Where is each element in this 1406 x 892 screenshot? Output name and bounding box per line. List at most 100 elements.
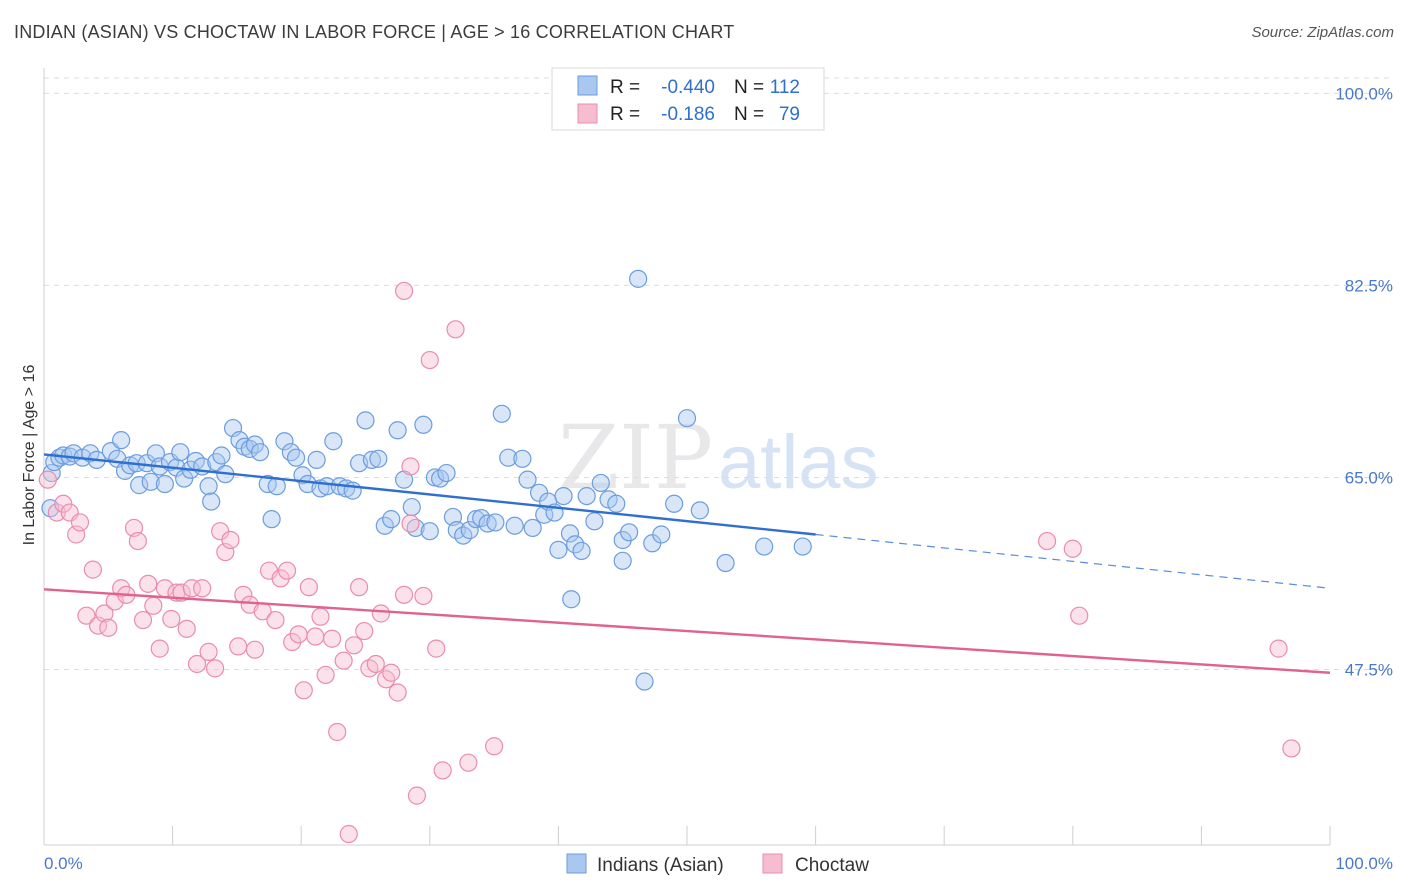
choctaw-point-74 — [1037, 531, 1057, 551]
y-tick-label-1: 65.0% — [1345, 468, 1393, 487]
indians-asian-point-110 — [562, 590, 581, 609]
indians-asian-point-92 — [572, 541, 591, 561]
choctaw-point-41 — [277, 561, 297, 580]
choctaw-point-17 — [139, 574, 158, 593]
indians-asian-point-108 — [755, 537, 774, 556]
indians-asian-point-88 — [549, 540, 568, 559]
indians-asian-point-63 — [402, 497, 421, 517]
choctaw-point-7 — [83, 560, 102, 579]
indians-asian-point-41 — [262, 510, 281, 529]
y-axis-label: In Labor Force | Age > 16 — [21, 365, 38, 546]
indians-asian-point-43 — [275, 432, 294, 451]
legend-swatch-pink — [577, 103, 598, 124]
choctaw-point-31 — [216, 542, 235, 562]
indians-asian-point-91 — [566, 535, 585, 554]
indians-asian-point-95 — [591, 473, 610, 493]
choctaw-point-69 — [446, 320, 465, 339]
indians-asian-point-77 — [486, 513, 505, 532]
indians-asian-point-90 — [560, 524, 580, 543]
choctaw-point-36 — [245, 640, 265, 659]
choctaw-point-61 — [388, 683, 407, 702]
indians-asian-point-103 — [652, 525, 671, 544]
x-tick-label-max: 100.0% — [1335, 854, 1393, 873]
indians-asian-point-111 — [613, 551, 632, 570]
choctaw-point-47 — [311, 607, 330, 626]
indians-asian-point-61 — [388, 421, 407, 440]
choctaw-point-67 — [427, 639, 446, 658]
indians-asian-point-100 — [629, 269, 648, 288]
indians-asian-point-58 — [369, 449, 388, 468]
legend-n-value-blue: 112 — [770, 77, 800, 98]
choctaw-point-50 — [328, 722, 347, 742]
choctaw-point-24 — [177, 619, 196, 638]
legend-n-value-pink: 79 — [779, 104, 800, 125]
choctaw-point-27 — [193, 579, 212, 598]
choctaw-point-77 — [1269, 639, 1288, 658]
indians-asian-point-109 — [793, 537, 812, 556]
indians-asian-point-101 — [635, 672, 654, 691]
indians-asian-point-97 — [607, 494, 626, 513]
choctaw-point-45 — [299, 578, 319, 597]
indians-asian-point-24 — [171, 443, 190, 462]
indians-asian-point-51 — [324, 432, 343, 451]
choctaw-point-33 — [229, 637, 248, 656]
watermark: ZIP atlas — [558, 406, 879, 509]
indians-asian-point-93 — [577, 486, 596, 506]
trend-line-indians-asian-extension — [815, 533, 1331, 589]
legend-r-value-pink: -0.186 — [661, 104, 715, 125]
indians-asian-point-16 — [130, 476, 149, 495]
choctaw-point-54 — [349, 578, 369, 597]
indians-asian-point-57 — [362, 450, 382, 469]
legend-swatch-blue — [577, 75, 598, 96]
choctaw-point-64 — [407, 786, 427, 805]
trend-line-choctaw — [43, 588, 1331, 674]
choctaw-point-18 — [144, 596, 163, 615]
indians-asian-point-12 — [112, 431, 131, 450]
choctaw-point-58 — [371, 604, 391, 623]
indians-asian-point-80 — [505, 516, 524, 535]
y-tick-label-3: 100.0% — [1335, 84, 1393, 103]
choctaw-point-48 — [316, 665, 335, 685]
choctaw-point-71 — [394, 281, 414, 301]
choctaw-point-16 — [133, 610, 153, 630]
indians-asian-point-107 — [716, 553, 735, 573]
choctaw-point-55 — [355, 621, 374, 641]
choctaw-point-49 — [322, 629, 342, 648]
indians-asian-point-94 — [585, 512, 604, 531]
indians-asian-point-73 — [460, 521, 479, 540]
indians-asian-point-82 — [518, 470, 537, 489]
indians-asian-point-60 — [382, 510, 401, 529]
indians-asian-point-69 — [437, 463, 456, 483]
indians-asian-point-104 — [665, 494, 684, 513]
watermark-zip: ZIP — [558, 406, 713, 509]
indians-asian-point-39 — [250, 443, 270, 462]
indians-asian-point-32 — [212, 446, 231, 465]
choctaw-point-15 — [128, 531, 147, 551]
choctaw-point-39 — [266, 610, 285, 630]
legend-bottom-label-indians: Indians (Asian) — [597, 855, 724, 876]
choctaw-point-5 — [70, 513, 90, 532]
choctaw-point-78 — [1282, 739, 1301, 758]
indians-asian-point-105 — [677, 409, 697, 428]
legend-bottom: Indians (Asian) Choctaw — [566, 853, 869, 876]
watermark-atlas: atlas — [718, 420, 879, 505]
indians-asian-point-59 — [375, 516, 394, 535]
choctaw-point-65 — [414, 586, 433, 606]
choctaw-point-72 — [459, 753, 478, 772]
indians-asian-point-50 — [317, 477, 337, 496]
indians-asian-point-8 — [81, 444, 100, 463]
choctaw-point-25 — [182, 579, 201, 598]
legend-bottom-swatch-blue — [566, 853, 587, 874]
legend-r-label-pink: R = — [610, 104, 640, 125]
indians-asian-point-83 — [523, 518, 542, 538]
legend-bottom-swatch-pink — [762, 853, 783, 874]
choctaw-point-73 — [485, 737, 504, 756]
legend-r-label-blue: R = — [610, 77, 640, 98]
choctaw-point-62 — [394, 585, 414, 604]
indians-asian-point-45 — [286, 448, 306, 467]
legend-top: R = -0.440 N = 112 R = -0.186 N = 79 — [551, 67, 825, 131]
grid-lines — [44, 77, 1393, 670]
choctaw-point-76 — [1070, 606, 1089, 625]
indians-asian-point-66 — [420, 522, 439, 541]
